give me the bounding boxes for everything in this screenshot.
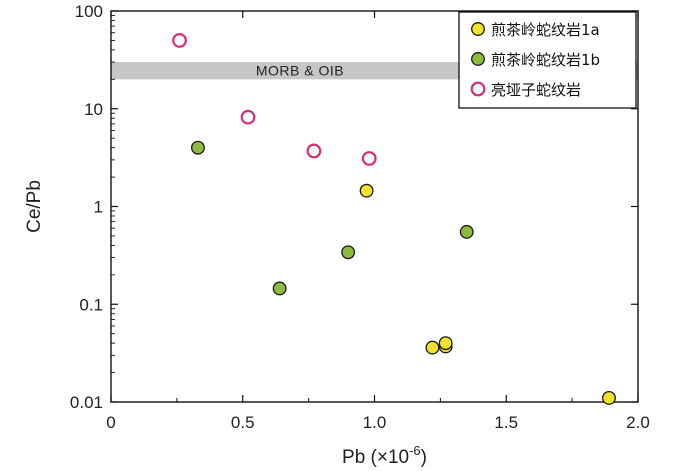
x-tick-label: 2.0: [626, 413, 650, 432]
x-axis-title: Pb (×10-6): [342, 443, 427, 468]
x-tick-label: 0.5: [231, 413, 255, 432]
legend-label-jianchaling-1b: 煎茶岭蛇纹岩1b: [491, 51, 600, 69]
x-axis-title-main: Pb (×10: [342, 447, 409, 468]
point-jianchaling-1b: [459, 224, 474, 239]
legend-label-jianchaling-1a: 煎茶岭蛇纹岩1a: [491, 21, 600, 39]
y-tick-label: 0.1: [79, 295, 103, 314]
x-axis-title-close: ): [421, 447, 427, 468]
x-axis-title-superscript: -6: [409, 443, 421, 458]
point-jianchaling-1a: [602, 391, 616, 405]
y-tick-label: 10: [84, 100, 103, 119]
point-jianchaling-1a: [425, 340, 440, 355]
point-jianchaling-1b: [272, 281, 287, 296]
point-liangyazi: [306, 143, 322, 159]
y-tick-label: 100: [75, 2, 103, 21]
legend-marker-liangyazi: [470, 81, 486, 97]
y-tick-label: 1: [94, 198, 103, 217]
point-liangyazi: [172, 33, 187, 48]
y-axis-title: Ce/Pb: [24, 180, 45, 233]
y-tick-label: 0.01: [70, 393, 103, 412]
legend-marker-jianchaling-1a: [471, 22, 485, 36]
morb-oib-band-label: MORB & OIB: [256, 63, 344, 79]
point-jianchaling-1b: [191, 140, 205, 155]
point-liangyazi: [361, 151, 377, 166]
legend-marker-jianchaling-1b: [471, 52, 485, 66]
x-tick-label: 1.5: [494, 413, 518, 432]
plot-axes: 0 0.5 1.0 1.5 2.0 0.01 0.1 1 10 100: [70, 2, 650, 432]
legend-box: [458, 11, 637, 109]
point-liangyazi: [240, 109, 256, 125]
legend: 煎茶岭蛇纹岩1a 煎茶岭蛇纹岩1b 亮垭子蛇纹岩: [458, 11, 637, 109]
legend-label-liangyazi: 亮垭子蛇纹岩: [491, 81, 581, 99]
point-jianchaling-1a: [438, 336, 453, 351]
data-points: [172, 33, 616, 405]
x-tick-label: 1.0: [363, 413, 387, 432]
x-tick-label: 0: [106, 413, 115, 432]
point-jianchaling-1b: [341, 245, 356, 260]
point-jianchaling-1a: [359, 183, 374, 198]
